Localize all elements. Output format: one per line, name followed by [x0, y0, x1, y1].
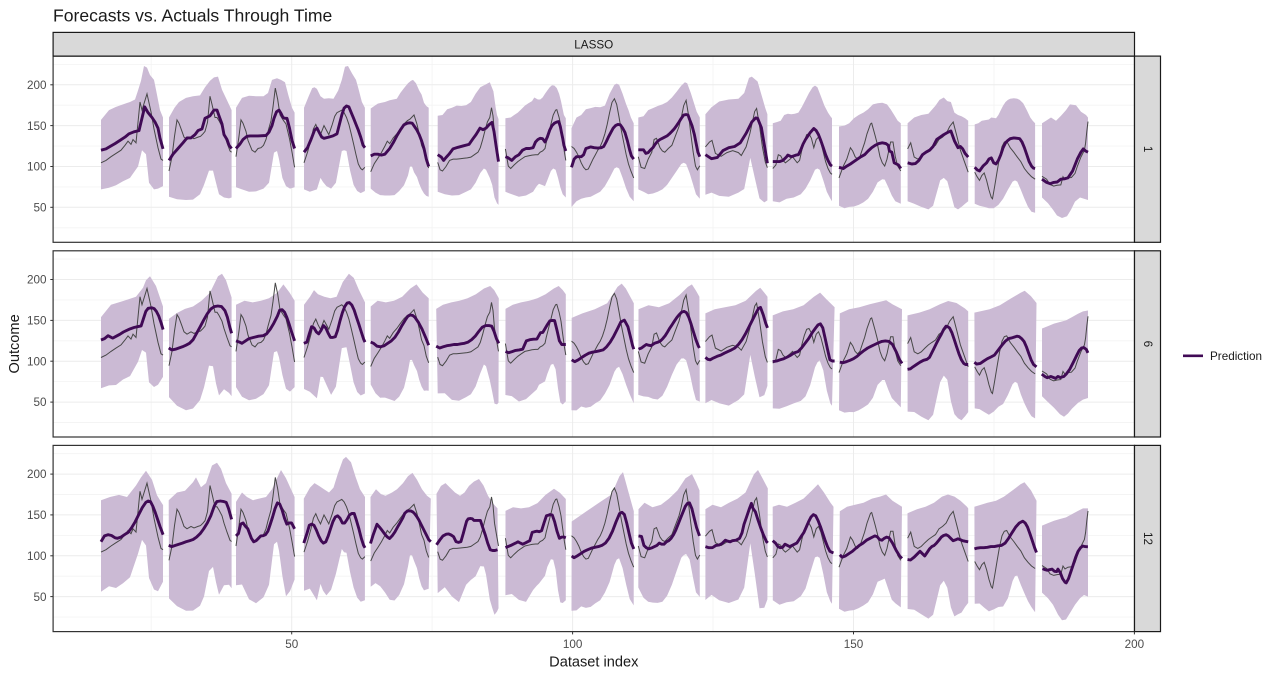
- svg-text:50: 50: [33, 591, 47, 604]
- svg-text:50: 50: [285, 638, 299, 651]
- svg-text:Prediction: Prediction: [1210, 350, 1262, 363]
- svg-text:100: 100: [27, 161, 47, 174]
- svg-text:150: 150: [844, 638, 864, 651]
- svg-text:6: 6: [1141, 341, 1154, 348]
- svg-text:1: 1: [1141, 146, 1154, 153]
- svg-text:100: 100: [27, 550, 47, 563]
- svg-text:200: 200: [27, 274, 47, 287]
- svg-text:100: 100: [27, 355, 47, 368]
- svg-text:Dataset index: Dataset index: [549, 655, 639, 671]
- svg-text:Outcome: Outcome: [7, 314, 23, 373]
- svg-text:200: 200: [1125, 638, 1145, 651]
- svg-text:150: 150: [27, 315, 47, 328]
- svg-text:100: 100: [563, 638, 583, 651]
- svg-text:LASSO: LASSO: [574, 38, 613, 51]
- svg-text:200: 200: [27, 468, 47, 481]
- svg-text:50: 50: [33, 201, 47, 214]
- svg-text:Forecasts vs. Actuals Through: Forecasts vs. Actuals Through Time: [53, 6, 332, 26]
- svg-text:200: 200: [27, 79, 47, 92]
- svg-text:12: 12: [1141, 532, 1154, 545]
- svg-text:50: 50: [33, 396, 47, 409]
- svg-text:150: 150: [27, 509, 47, 522]
- svg-text:150: 150: [27, 120, 47, 133]
